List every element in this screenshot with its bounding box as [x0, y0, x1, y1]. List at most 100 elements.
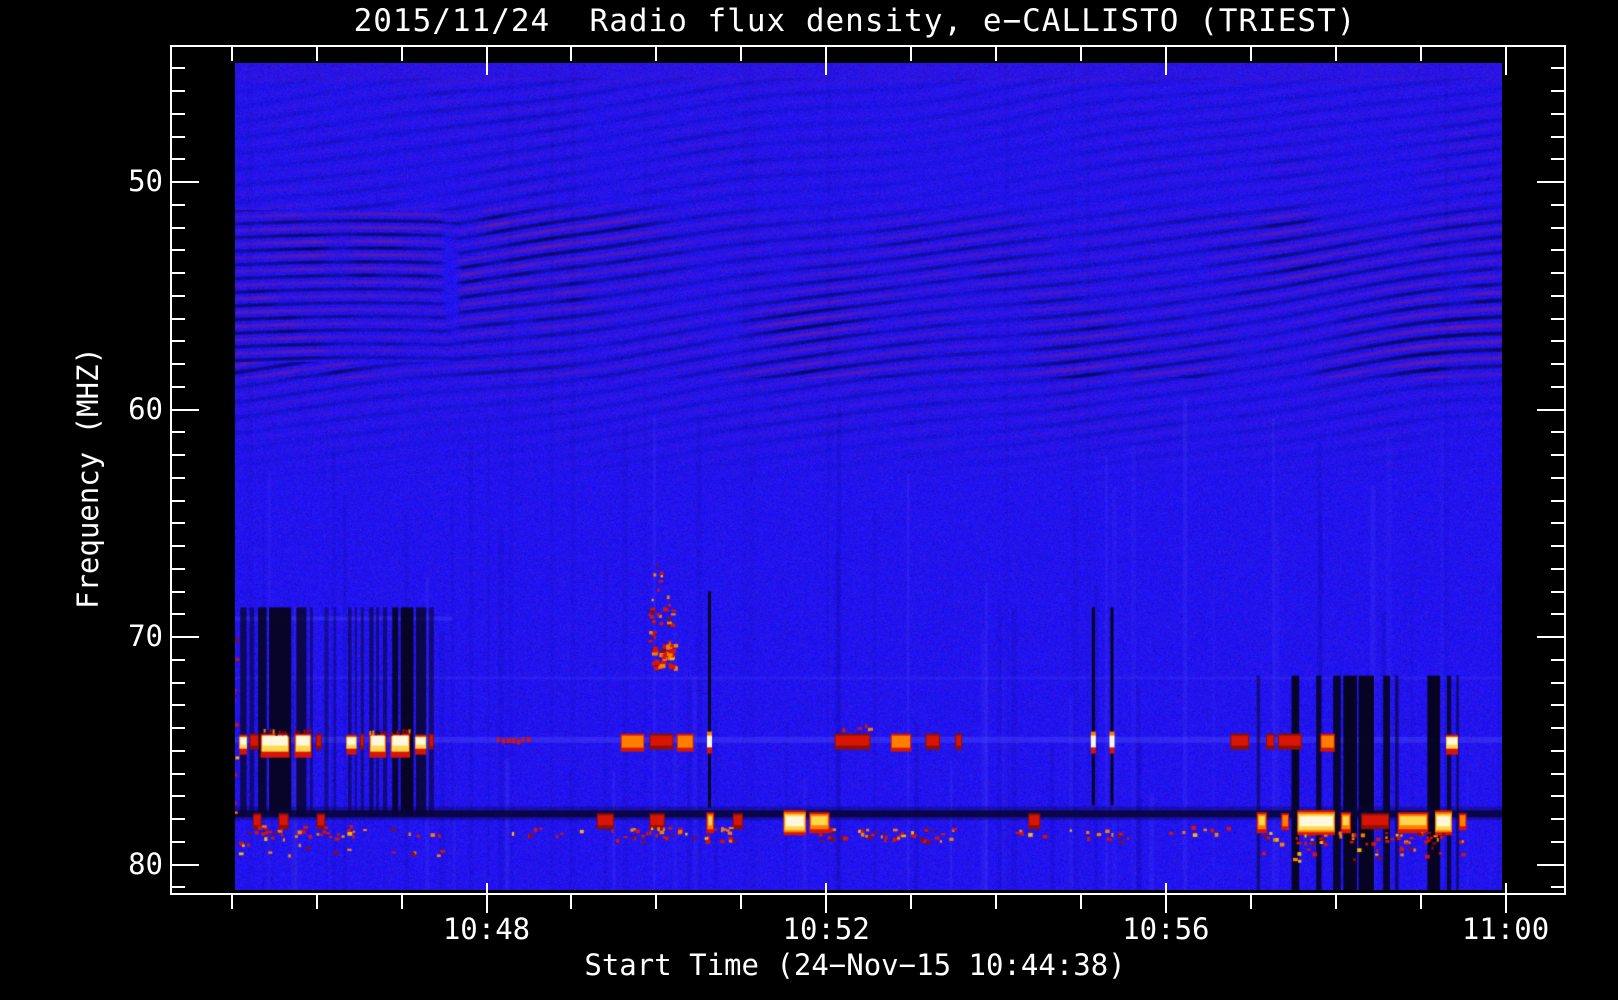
y-minor-tick: [172, 340, 185, 343]
y-minor-tick: [1551, 818, 1564, 820]
chart-title: 2015/11/24 Radio flux density, e−CALLIST…: [353, 3, 1357, 39]
x-minor-tick: [910, 47, 913, 61]
y-axis-label: Frequency (MHZ): [71, 347, 105, 609]
y-minor-tick: [1551, 90, 1564, 92]
y-minor-tick: [1551, 294, 1564, 297]
x-minor-tick: [995, 895, 998, 909]
x-tick-label: 10:56: [1122, 912, 1210, 946]
x-minor-tick: [1079, 895, 1082, 909]
spectrogram-canvas: [235, 63, 1502, 890]
y-minor-tick: [1551, 317, 1564, 320]
y-minor-tick: [1551, 499, 1564, 502]
y-minor-tick: [1551, 249, 1564, 252]
y-minor-tick: [1551, 363, 1564, 365]
y-minor-tick: [172, 499, 185, 502]
y-minor-tick: [172, 567, 185, 570]
x-minor-tick: [1334, 895, 1337, 909]
x-major-tick: [485, 47, 488, 75]
y-minor-tick: [172, 203, 185, 206]
x-minor-tick: [230, 47, 233, 61]
y-minor-tick: [172, 658, 185, 661]
y-minor-tick: [1551, 749, 1564, 752]
x-tick-label: 10:48: [442, 912, 531, 946]
y-minor-tick: [1551, 203, 1564, 206]
y-minor-tick: [172, 795, 185, 798]
x-minor-tick: [230, 895, 233, 909]
x-minor-tick: [1249, 47, 1252, 61]
y-minor-tick: [172, 613, 185, 616]
y-minor-tick: [1551, 226, 1564, 229]
y-minor-tick: [172, 545, 185, 547]
y-minor-tick: [172, 727, 185, 729]
y-minor-tick: [172, 681, 185, 684]
x-major-tick: [485, 883, 488, 913]
y-minor-tick: [172, 454, 185, 456]
y-tick-label: 80: [128, 846, 163, 881]
y-minor-tick: [1551, 795, 1564, 798]
y-minor-tick: [172, 749, 185, 752]
y-minor-tick: [1551, 567, 1564, 570]
y-minor-tick: [1551, 704, 1564, 707]
x-tick-label: 10:52: [782, 912, 870, 946]
y-minor-tick: [1551, 681, 1564, 684]
x-minor-tick: [740, 47, 743, 61]
x-minor-tick: [400, 47, 403, 61]
x-minor-tick: [910, 895, 913, 909]
x-major-tick: [825, 47, 828, 75]
y-major-tick: [1537, 408, 1564, 411]
y-minor-tick: [172, 317, 185, 320]
x-minor-tick: [1079, 47, 1082, 61]
y-major-tick: [172, 863, 199, 866]
y-minor-tick: [172, 249, 185, 252]
y-minor-tick: [1551, 135, 1564, 138]
y-minor-tick: [172, 272, 185, 274]
y-minor-tick: [1551, 886, 1564, 889]
y-minor-tick: [1551, 431, 1564, 434]
y-major-tick: [172, 408, 199, 411]
y-minor-tick: [172, 385, 185, 388]
y-major-tick: [172, 636, 199, 638]
y-tick-label: 60: [128, 391, 163, 426]
y-minor-tick: [1551, 158, 1564, 161]
y-minor-tick: [1551, 522, 1564, 525]
x-minor-tick: [740, 895, 743, 909]
y-minor-tick: [172, 476, 185, 479]
y-major-tick: [1537, 636, 1564, 638]
y-minor-tick: [1551, 590, 1564, 593]
y-major-tick: [1537, 863, 1564, 866]
x-minor-tick: [1249, 895, 1252, 909]
y-minor-tick: [1551, 613, 1564, 616]
x-minor-tick: [1419, 895, 1422, 909]
y-major-tick: [1537, 181, 1564, 183]
y-minor-tick: [1551, 727, 1564, 729]
y-minor-tick: [172, 112, 185, 115]
y-minor-tick: [172, 590, 185, 593]
x-minor-tick: [995, 47, 998, 61]
y-minor-tick: [1551, 340, 1564, 343]
y-minor-tick: [1551, 476, 1564, 479]
x-major-tick: [1164, 47, 1167, 75]
x-axis-label: Start Time (24−Nov−15 10:44:38): [584, 948, 1126, 982]
x-major-tick: [1164, 883, 1167, 913]
y-tick-label: 50: [128, 164, 163, 198]
y-minor-tick: [172, 158, 185, 161]
x-major-tick: [1504, 883, 1507, 913]
x-minor-tick: [655, 47, 658, 61]
y-minor-tick: [1551, 67, 1564, 70]
x-major-tick: [1504, 47, 1507, 75]
x-minor-tick: [1334, 47, 1337, 61]
x-minor-tick: [570, 47, 573, 61]
x-tick-label: 11:00: [1461, 912, 1550, 946]
x-minor-tick: [1419, 47, 1422, 61]
y-minor-tick: [172, 363, 185, 365]
y-minor-tick: [1551, 272, 1564, 274]
y-minor-tick: [172, 226, 185, 229]
y-minor-tick: [172, 431, 185, 434]
x-minor-tick: [655, 895, 658, 909]
y-minor-tick: [1551, 385, 1564, 388]
y-minor-tick: [1551, 658, 1564, 661]
y-minor-tick: [1551, 545, 1564, 547]
y-minor-tick: [172, 67, 185, 70]
x-minor-tick: [315, 47, 318, 61]
y-tick-label: 70: [128, 619, 163, 653]
